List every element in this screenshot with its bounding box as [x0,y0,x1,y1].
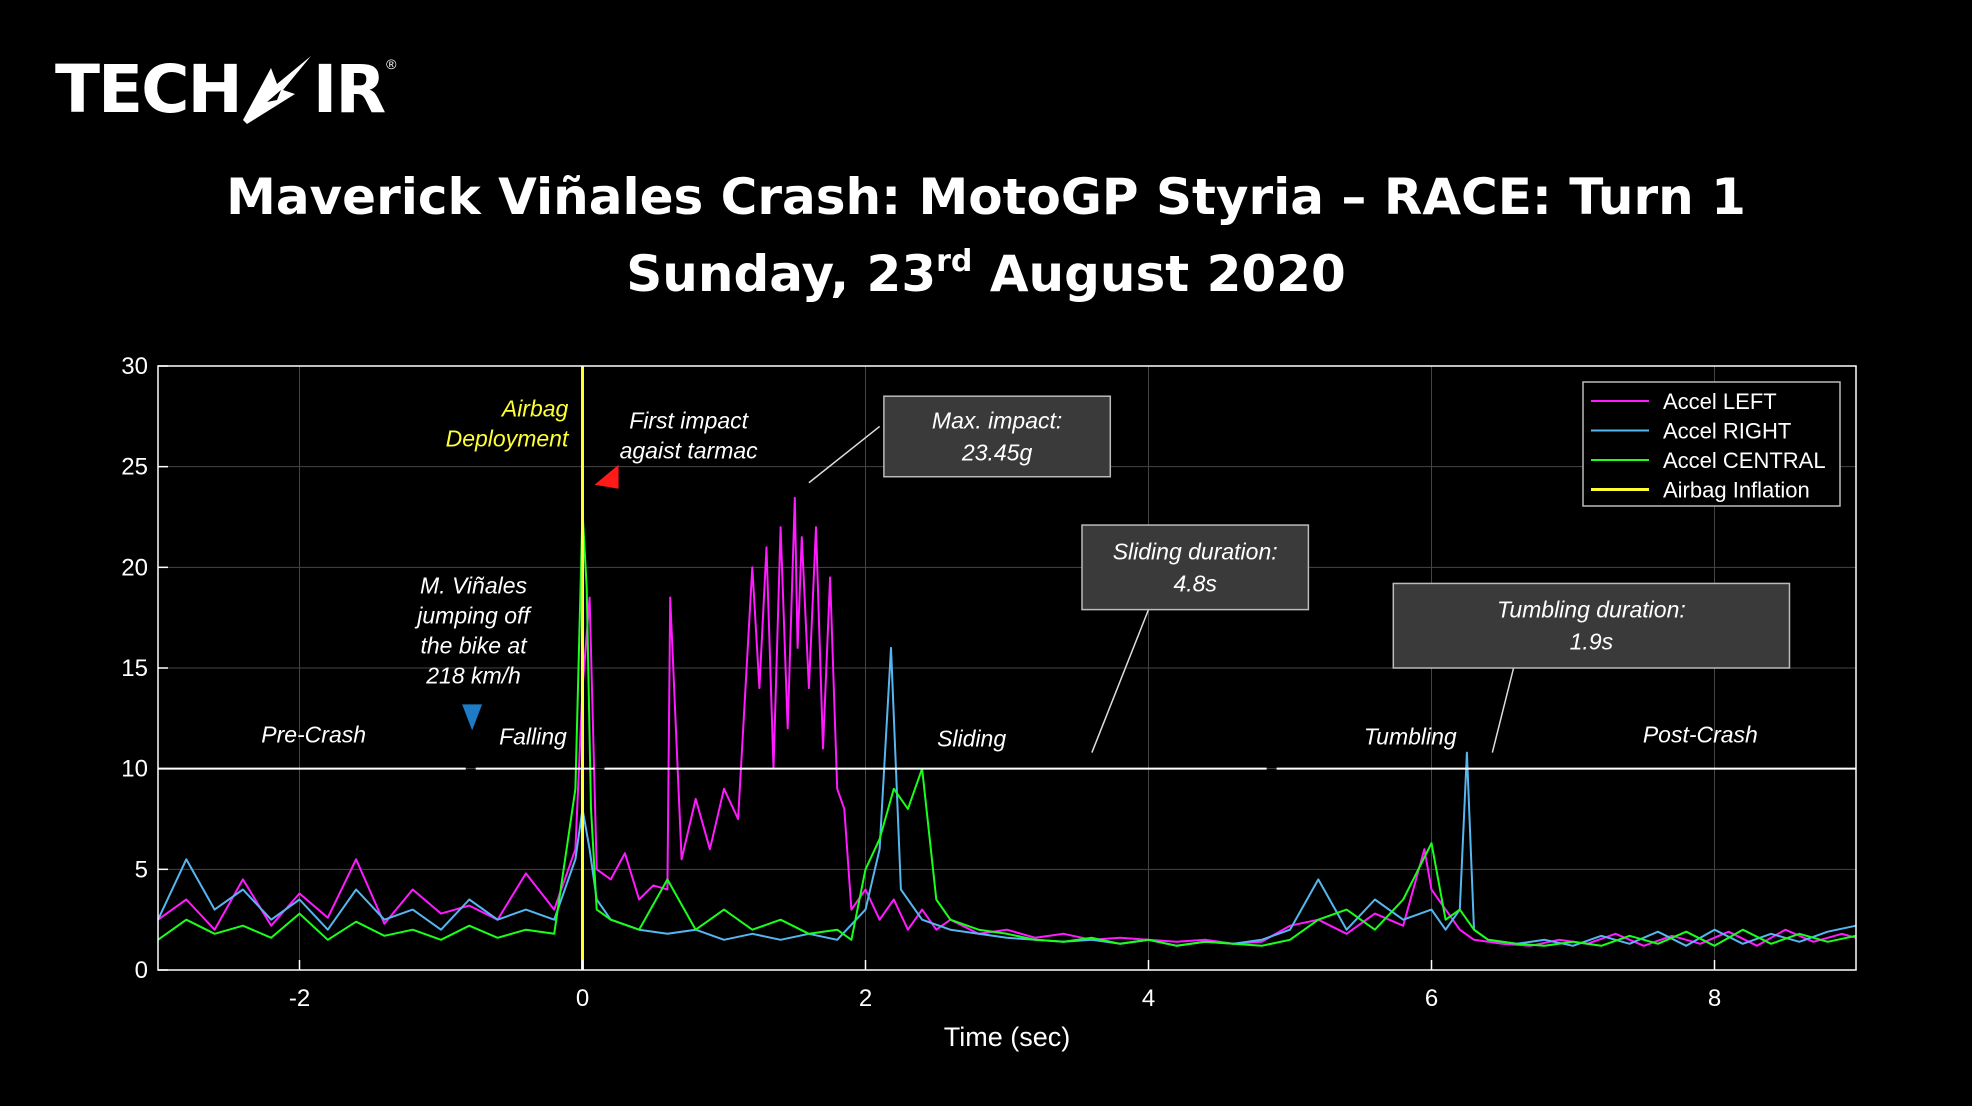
y-tick-label: 25 [121,454,148,481]
logo-text-ir: IR [312,51,386,128]
annotation-text: agaist tarmac [620,437,759,463]
callout-text: 23.45g [961,439,1033,465]
callout-text: Max. impact: [932,407,1062,433]
y-tick-label: 30 [121,353,148,380]
annotation-text: the bike at [420,633,528,659]
y-tick-label: 0 [135,957,148,984]
series-line-accel-central [157,510,1857,947]
annotation-layer: Pre-Crash Falling Sliding Tumbling Post-Cras… [158,395,1856,770]
x-tick-label: -2 [289,985,310,1012]
y-tick-label: 20 [121,554,148,581]
logo-text-tech: TECH [55,51,243,128]
phase-label: Tumbling [1364,724,1457,750]
series-line-accel-right [157,646,1857,947]
registered-mark: ® [386,56,397,72]
impact-arrow [594,464,619,489]
callout-leader [1491,667,1515,753]
legend-label: Accel CENTRAL [1663,448,1826,473]
callout-leader [808,425,881,484]
subtitle-suffix: August 2020 [972,245,1346,303]
x-axis-label: Time (sec) [944,1022,1071,1052]
legend-label: Accel LEFT [1663,389,1777,414]
jump-arrow [462,704,483,731]
y-tick-label: 5 [135,856,148,883]
techair-logo: TECH IR ® [55,50,397,130]
x-tick-label: 4 [1142,985,1155,1012]
subtitle-ordinal: rd [936,244,973,279]
annotation-text: 218 km/h [425,663,521,689]
series-line-accel-left [157,496,1857,947]
annotation-text: M. Viñales [420,573,527,599]
legend-label: Accel RIGHT [1663,419,1791,444]
series-layer [157,366,1857,970]
annotation-text: Airbag [500,395,569,421]
callout-box [1392,582,1791,669]
phase-label: Pre-Crash [261,721,366,747]
callout-box [1081,524,1310,611]
legend-layer: Accel LEFT Accel RIGHT Accel CENTRAL Airbag… [1582,381,1841,507]
axes-layer: -2 0 2 4 6 8 0 5 10 15 20 25 30 Time (sec) [121,353,1857,1052]
callout-text: Sliding duration: [1113,538,1278,564]
annotation-text: First impact [629,407,749,433]
phase-label: Post-Crash [1643,721,1758,747]
chart-title: Maverick Viñales Crash: MotoGP Styria – … [226,168,1746,226]
alpinestars-star-icon [242,56,311,124]
chart-subtitle: Sunday, 23rd August 2020 [0,244,1972,303]
callout-text: 1.9s [1570,629,1614,655]
callout-text: Tumbling duration: [1497,597,1686,623]
x-tick-label: 0 [576,985,589,1012]
legend-box [1582,381,1841,507]
callout-leader [1091,609,1150,753]
x-tick-label: 6 [1425,985,1438,1012]
subtitle-prefix: Sunday, 23 [626,245,937,303]
legend-label: Airbag Inflation [1663,478,1810,503]
callout-box [883,395,1112,478]
phase-label: Falling [499,724,567,750]
annotation-text: Deployment [446,425,570,451]
y-tick-label: 15 [121,655,148,682]
y-tick-label: 10 [121,756,148,783]
callout-text: 4.8s [1173,570,1217,596]
annotation-text: jumping off [414,603,532,629]
x-tick-label: 8 [1708,985,1721,1012]
x-tick-label: 2 [859,985,872,1012]
phase-label: Sliding [937,726,1006,752]
